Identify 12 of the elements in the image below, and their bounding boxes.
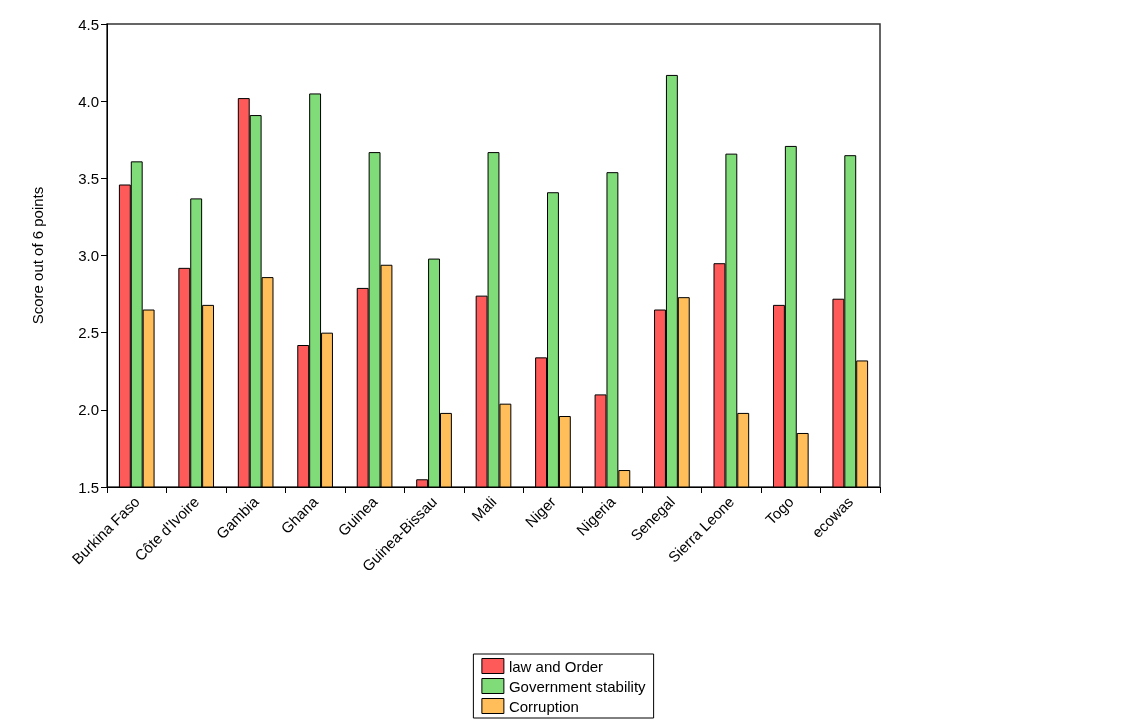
x-tick-label: Togo: [761, 492, 797, 528]
y-tick-label: 2.0: [78, 401, 99, 419]
legend-label: Corruption: [508, 697, 579, 715]
legend-label: law and Order: [508, 657, 604, 675]
y-tick-label: 1.5: [78, 478, 99, 496]
legend-label: Government stability: [508, 677, 647, 695]
y-tick-label: 3.0: [78, 247, 99, 264]
y-tick-label: 4.5: [78, 15, 99, 33]
y-tick-label: 2.5: [78, 324, 99, 342]
y-tick-label: 3.5: [78, 169, 99, 187]
y-axis-title: Score out of 6 points: [29, 186, 46, 325]
y-tick-label: 4.0: [78, 92, 99, 110]
